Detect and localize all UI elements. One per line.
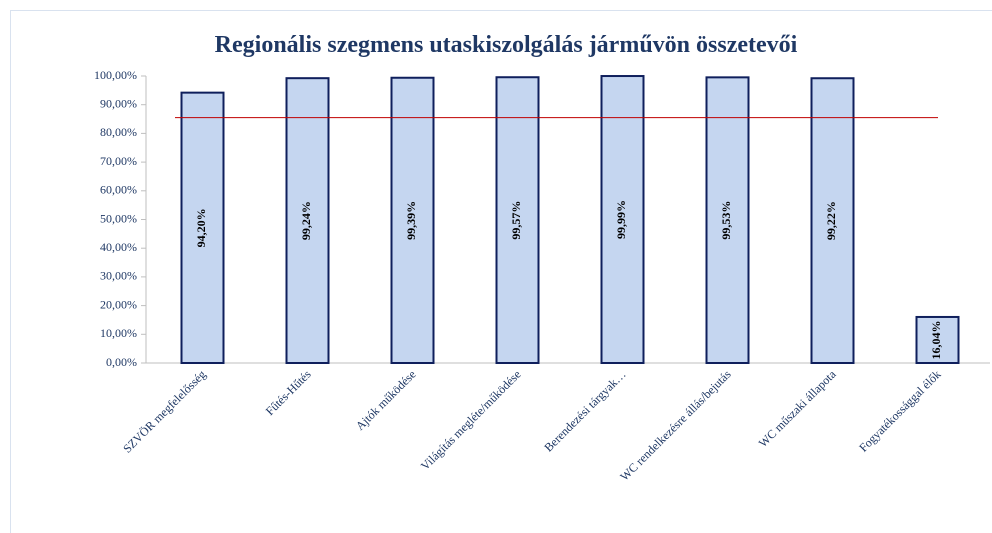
x-tick-label: Berendezési tárgyak… xyxy=(541,367,628,454)
chart-title: Regionális szegmens utaskiszolgálás járm… xyxy=(215,32,798,58)
bar xyxy=(390,76,435,364)
value-label: 99,53% xyxy=(719,201,733,240)
x-tick-label: WC műszaki állapota xyxy=(756,367,839,450)
y-tick-label: 80,00% xyxy=(100,125,137,139)
value-label: 99,24% xyxy=(299,201,313,240)
value-label: 16,04% xyxy=(929,320,943,359)
value-label: 99,22% xyxy=(824,201,838,240)
y-tick-label: 90,00% xyxy=(100,96,137,110)
y-tick-label: 70,00% xyxy=(100,154,137,168)
x-tick-label: Fűtés-Hűtés xyxy=(263,367,314,418)
x-tick-label: Fogyatékossággal élők xyxy=(856,367,943,454)
value-label: 99,57% xyxy=(509,201,523,240)
chart-border xyxy=(10,10,992,533)
bar xyxy=(285,77,330,364)
value-label: 94,20% xyxy=(194,208,208,247)
x-tick-label: SZVÖR megfelelősség xyxy=(120,367,208,455)
y-tick-label: 60,00% xyxy=(100,183,137,197)
y-tick-label: 10,00% xyxy=(100,326,137,340)
y-tick-label: 0,00% xyxy=(106,355,137,369)
y-tick-label: 40,00% xyxy=(100,240,137,254)
x-tick-label: Világítás megléte/működése xyxy=(418,367,524,473)
bar xyxy=(810,77,855,365)
y-tick-label: 20,00% xyxy=(100,297,137,311)
y-tick-label: 30,00% xyxy=(100,269,137,283)
value-label: 99,39% xyxy=(404,201,418,240)
x-tick-label: WC rendelkezésre állás/bejutás xyxy=(617,367,734,484)
bar xyxy=(705,76,750,364)
bar xyxy=(915,315,960,365)
bar xyxy=(495,76,540,364)
y-tick-label: 100,00% xyxy=(94,68,137,82)
bar xyxy=(180,91,225,364)
value-label: 99,99% xyxy=(614,200,628,239)
y-tick-label: 50,00% xyxy=(100,211,137,225)
bar xyxy=(600,75,645,365)
x-tick-label: Ajtók működése xyxy=(353,367,419,433)
